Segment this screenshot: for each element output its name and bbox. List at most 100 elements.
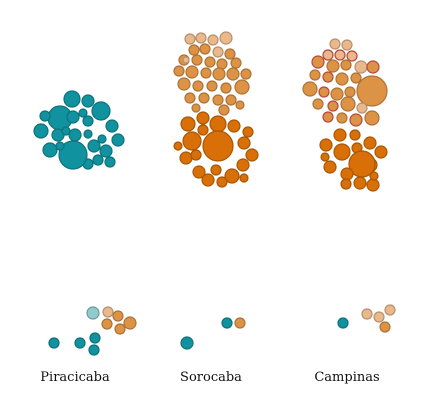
bubble-dark-orange xyxy=(239,173,249,183)
bubble-orange xyxy=(199,43,211,55)
small-dot xyxy=(221,317,233,329)
bubble-teal xyxy=(68,128,82,142)
bubble-dark-orange xyxy=(333,128,347,142)
small-dot xyxy=(86,306,100,320)
bubble-teal xyxy=(83,129,93,139)
small-dot xyxy=(379,321,391,333)
bubble-orange xyxy=(185,65,199,79)
bubble-dark-orange xyxy=(196,111,210,125)
bubble-orange xyxy=(191,54,203,66)
small-dot xyxy=(89,332,101,344)
bubble-orange xyxy=(212,67,226,81)
bubble-teal xyxy=(104,156,116,168)
bubble-dark-orange xyxy=(333,143,351,161)
bubble-orange xyxy=(311,55,325,69)
bubble-orange xyxy=(312,98,324,110)
bubble-dark-orange xyxy=(237,136,251,150)
bubble-orange xyxy=(200,67,212,79)
bubble-dark-orange xyxy=(192,165,206,179)
bubble-dark-orange xyxy=(320,152,330,162)
small-dot xyxy=(101,318,113,330)
bubble-orange xyxy=(318,86,330,98)
bubble-dark-orange xyxy=(216,176,228,188)
bubble-teal xyxy=(58,140,88,170)
bubble-orange xyxy=(204,56,216,68)
bubble-teal xyxy=(111,133,125,147)
bubble-dark-orange xyxy=(236,158,250,172)
bubble-teal xyxy=(33,123,49,139)
bubble-orange xyxy=(230,57,242,69)
small-dot xyxy=(234,317,246,329)
bubble-dark-orange xyxy=(340,167,354,181)
bubble-dark-orange xyxy=(173,141,183,151)
bottom-dots xyxy=(48,304,396,356)
bubble-orange xyxy=(220,82,232,94)
bubble-orange xyxy=(182,56,190,64)
bubble-orange xyxy=(344,86,356,98)
small-dot xyxy=(48,337,60,349)
small-dot xyxy=(337,317,349,329)
city-label-piracicaba: Piracicaba xyxy=(40,370,110,385)
bubble-teal xyxy=(87,139,101,153)
bubble-teal xyxy=(55,141,65,151)
bubble-dark-orange xyxy=(349,129,361,141)
bubble-dark-orange xyxy=(245,148,259,162)
campinas-upper-cluster xyxy=(302,38,388,127)
bubble-orange xyxy=(226,67,240,81)
bubble-orange xyxy=(195,32,207,44)
bubble-orange xyxy=(212,94,224,106)
bubble-dark-orange xyxy=(201,173,215,187)
bubble-orange xyxy=(234,79,250,95)
bubble-teal xyxy=(82,115,94,127)
bubble-dark-orange xyxy=(197,124,209,136)
bubble-dark-orange xyxy=(179,151,193,165)
bubble-orange xyxy=(364,110,380,126)
bubble-orange xyxy=(330,87,344,101)
campinas-lower-cluster xyxy=(319,128,388,192)
bubble-dark-orange xyxy=(180,116,196,132)
small-dot xyxy=(112,310,124,322)
bubble-orange xyxy=(192,80,204,92)
bubble-orange xyxy=(224,48,236,60)
bubble-dark-orange xyxy=(210,164,222,176)
bubble-teal xyxy=(97,134,107,144)
bubble-orange xyxy=(225,94,237,106)
bubble-orange xyxy=(184,33,196,45)
bubble-teal xyxy=(66,110,80,124)
bubble-orange xyxy=(322,111,334,123)
bubble-orange xyxy=(191,103,201,113)
bubble-dark-orange xyxy=(227,119,241,133)
small-dot xyxy=(88,344,100,356)
small-dot xyxy=(74,337,86,349)
small-dot xyxy=(180,336,194,350)
bubble-orange xyxy=(218,104,230,116)
piracicaba-cluster xyxy=(33,90,125,170)
bubble-orange xyxy=(322,71,334,83)
bubble-orange xyxy=(334,49,346,61)
bubble-teal xyxy=(92,154,104,166)
bubble-orange xyxy=(336,112,348,124)
bubble-orange xyxy=(326,59,340,73)
bubble-teal xyxy=(61,126,71,136)
bubble-teal xyxy=(105,119,119,133)
bubble-orange xyxy=(356,102,368,114)
small-dot xyxy=(102,306,114,318)
bubble-teal xyxy=(91,101,111,121)
small-dot xyxy=(373,311,385,323)
city-label-campinas: Campinas xyxy=(314,370,380,385)
bubble-orange xyxy=(346,50,358,62)
bubble-orange xyxy=(188,44,200,56)
bubble-teal xyxy=(81,94,95,108)
bubble-orange xyxy=(322,49,334,61)
bubble-orange xyxy=(335,72,349,86)
bubble-dark-orange xyxy=(363,136,377,150)
bubble-dark-orange xyxy=(190,149,202,161)
bubble-dark-orange xyxy=(319,138,333,152)
bubble-orange xyxy=(302,81,318,97)
bubble-orange xyxy=(240,68,252,80)
bubble-orange xyxy=(177,77,191,91)
bubble-orange xyxy=(184,92,196,104)
bubble-teal xyxy=(63,90,81,108)
bubble-orange xyxy=(327,100,339,112)
